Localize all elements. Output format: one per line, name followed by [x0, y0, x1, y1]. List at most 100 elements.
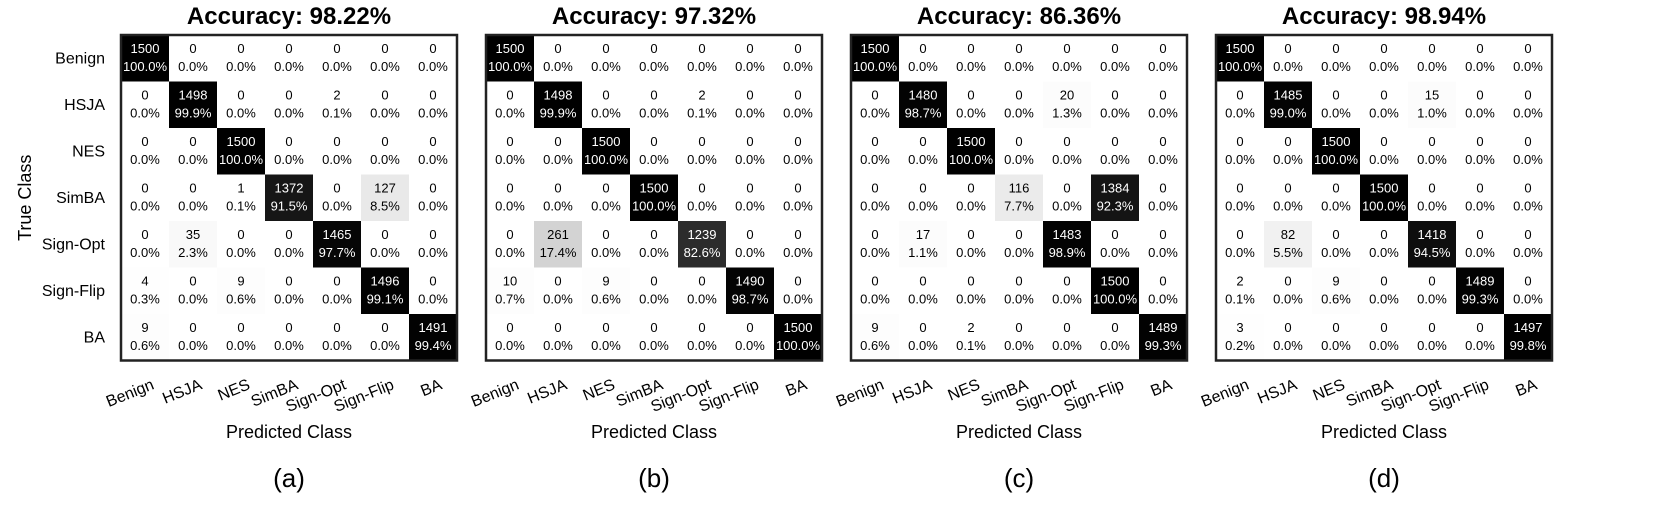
heatmap-cell [409, 35, 457, 82]
heatmap-cell [217, 314, 265, 361]
cell-percent: 0.0% [418, 292, 448, 307]
cell-count: 0 [967, 274, 974, 289]
heatmap-cell [899, 128, 947, 175]
heatmap-cell [899, 81, 947, 128]
cell-percent: 0.0% [860, 106, 890, 121]
cell-count: 0 [967, 181, 974, 196]
cell-count: 0 [1476, 134, 1483, 149]
cell-count: 0 [602, 181, 609, 196]
x-tick-label: HSJA [1255, 376, 1300, 407]
cell-percent: 0.0% [1148, 245, 1178, 260]
cell-percent: 0.0% [1369, 338, 1399, 353]
cell-count: 0 [919, 134, 926, 149]
cell-percent: 0.0% [1004, 59, 1034, 74]
heatmap-cell [169, 174, 217, 221]
cell-percent: 0.0% [1465, 152, 1495, 167]
heatmap-cell [1264, 267, 1312, 314]
cell-count: 0 [285, 41, 292, 56]
cell-count: 9 [602, 274, 609, 289]
heatmap-cell [361, 267, 409, 314]
cell-percent: 99.8% [1510, 338, 1547, 353]
heatmap-cell [1408, 314, 1456, 361]
cell-percent: 99.3% [1145, 338, 1182, 353]
cell-percent: 0.0% [322, 199, 352, 214]
heatmap-cell [1264, 221, 1312, 268]
heatmap-cell [678, 128, 726, 175]
heatmap-cell [630, 81, 678, 128]
confusion-matrix-a: Accuracy: 98.22%1500100.0%00.0%00.0%00.0… [15, 3, 459, 493]
matrix-border [119, 33, 459, 362]
heatmap-cell [409, 221, 457, 268]
cell-percent: 0.0% [1148, 292, 1178, 307]
cell-percent: 0.2% [1225, 338, 1255, 353]
x-tick-label: Benign [469, 376, 522, 410]
cell-count: 0 [1524, 181, 1531, 196]
heatmap-cell [361, 174, 409, 221]
cell-percent: 0.0% [860, 292, 890, 307]
heatmap-cell [1504, 314, 1552, 361]
heatmap-cell [1312, 221, 1360, 268]
cell-count: 0 [1111, 88, 1118, 103]
cell-percent: 0.0% [495, 199, 525, 214]
heatmap-cell [1456, 174, 1504, 221]
heatmap-cell [678, 221, 726, 268]
cell-percent: 0.0% [591, 59, 621, 74]
heatmap-cell [774, 314, 822, 361]
x-tick-label: BA [783, 376, 809, 400]
cell-count: 0 [1476, 41, 1483, 56]
heatmap-cell [409, 314, 457, 361]
heatmap-cell [630, 267, 678, 314]
cell-percent: 0.0% [1513, 199, 1543, 214]
cell-count: 1418 [1418, 227, 1447, 242]
cell-count: 0 [698, 274, 705, 289]
cell-count: 0 [429, 88, 436, 103]
heatmap-cell [1264, 128, 1312, 175]
heatmap-cell [1264, 35, 1312, 82]
heatmap-cell [1360, 128, 1408, 175]
cell-percent: 0.0% [543, 338, 573, 353]
cell-percent: 92.3% [1097, 199, 1134, 214]
cell-count: 1500 [1101, 274, 1130, 289]
cell-count: 0 [602, 227, 609, 242]
cell-count: 0 [381, 134, 388, 149]
cell-percent: 0.0% [1273, 199, 1303, 214]
cell-percent: 0.6% [860, 338, 890, 353]
cell-count: 1498 [179, 88, 208, 103]
cell-percent: 0.0% [956, 199, 986, 214]
cell-count: 1489 [1149, 320, 1178, 335]
cell-percent: 0.0% [735, 152, 765, 167]
cell-percent: 0.0% [274, 245, 304, 260]
cell-percent: 100.0% [584, 152, 629, 167]
x-tick-label: Benign [834, 376, 887, 410]
cell-count: 0 [554, 181, 561, 196]
cell-percent: 0.0% [956, 292, 986, 307]
cell-percent: 1.3% [1052, 106, 1082, 121]
heatmap-cell [1139, 314, 1187, 361]
heatmap-cell [774, 267, 822, 314]
cell-percent: 0.0% [543, 292, 573, 307]
cell-percent: 0.0% [908, 338, 938, 353]
cell-count: 17 [916, 227, 930, 242]
cell-percent: 0.0% [1004, 152, 1034, 167]
x-tick-label: BA [1148, 376, 1174, 400]
heatmap-cell [995, 267, 1043, 314]
cell-percent: 0.0% [418, 59, 448, 74]
chart-title: Accuracy: 98.22% [187, 3, 391, 30]
heatmap-cell [534, 174, 582, 221]
cell-percent: 0.0% [735, 59, 765, 74]
heatmap-cell [851, 221, 899, 268]
heatmap-cell [899, 314, 947, 361]
heatmap-cell [361, 221, 409, 268]
cell-percent: 0.0% [1321, 106, 1351, 121]
x-tick-label: BA [418, 376, 444, 400]
cell-count: 0 [919, 181, 926, 196]
cell-percent: 0.3% [130, 292, 160, 307]
heatmap-cell [582, 221, 630, 268]
cell-percent: 100.0% [853, 59, 898, 74]
cell-percent: 0.7% [495, 292, 525, 307]
heatmap-cell [217, 35, 265, 82]
cell-count: 0 [429, 134, 436, 149]
panel-label: (b) [638, 463, 670, 493]
heatmap-cell [265, 267, 313, 314]
cell-percent: 0.6% [226, 292, 256, 307]
